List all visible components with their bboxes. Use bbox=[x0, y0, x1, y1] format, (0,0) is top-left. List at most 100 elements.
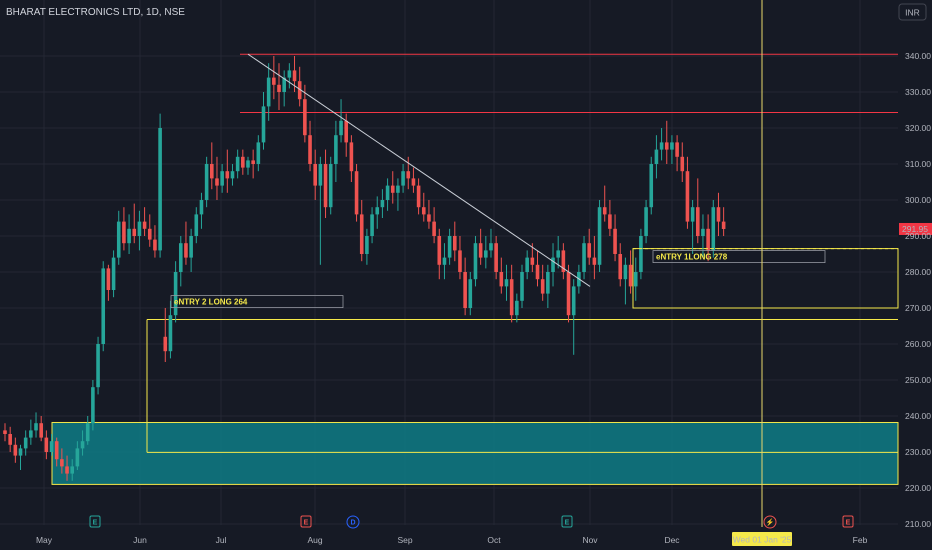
candle bbox=[158, 113, 162, 258]
candle bbox=[380, 189, 385, 218]
candle bbox=[122, 207, 126, 251]
candle bbox=[225, 149, 230, 193]
candle-body bbox=[308, 135, 312, 164]
candle-body bbox=[132, 228, 137, 236]
earnings-marker-icon[interactable]: E bbox=[89, 515, 101, 528]
candle-body bbox=[65, 466, 69, 474]
candle bbox=[375, 196, 380, 229]
candles-layer bbox=[3, 56, 726, 481]
candle bbox=[75, 441, 80, 470]
candle-body bbox=[210, 164, 214, 179]
candle bbox=[649, 156, 654, 215]
earnings-marker-icon[interactable]: E bbox=[300, 515, 312, 528]
candle bbox=[551, 243, 555, 287]
candle bbox=[499, 257, 504, 294]
candle-body bbox=[535, 264, 540, 280]
candle bbox=[416, 178, 421, 215]
candle bbox=[272, 56, 276, 100]
candle-body bbox=[561, 250, 566, 272]
candle bbox=[701, 214, 705, 258]
candle-body bbox=[147, 228, 152, 240]
marker-letter: D bbox=[350, 520, 355, 527]
candle bbox=[582, 236, 586, 280]
candle-body bbox=[96, 344, 100, 388]
candle-body bbox=[282, 77, 286, 92]
candle-body bbox=[91, 387, 95, 424]
candle bbox=[628, 250, 633, 294]
candle bbox=[251, 149, 255, 179]
candle bbox=[168, 300, 173, 359]
earnings-marker-icon[interactable]: E bbox=[842, 515, 854, 528]
y-tick-label: 240.00 bbox=[905, 411, 931, 421]
candle-body bbox=[235, 156, 240, 172]
marker-letter: E bbox=[304, 520, 309, 527]
trendline bbox=[247, 53, 591, 287]
candle-body bbox=[525, 257, 529, 272]
x-tick-label: Aug bbox=[307, 535, 322, 545]
candle-body bbox=[484, 250, 488, 258]
split-marker-icon[interactable]: ⚡ bbox=[763, 515, 777, 529]
candle bbox=[323, 149, 328, 218]
x-tick-label: Feb bbox=[853, 535, 868, 545]
candle bbox=[654, 135, 659, 179]
candle-body bbox=[241, 156, 245, 168]
candle bbox=[566, 264, 571, 323]
candle bbox=[401, 164, 405, 193]
candle bbox=[163, 308, 168, 362]
candle-body bbox=[721, 221, 726, 229]
candle-body bbox=[504, 279, 509, 287]
candle bbox=[365, 228, 369, 265]
candle-body bbox=[401, 171, 405, 186]
candle-body bbox=[380, 200, 385, 208]
earnings-marker-icon[interactable]: E bbox=[561, 515, 573, 528]
candle-body bbox=[256, 142, 261, 164]
candle bbox=[328, 156, 333, 215]
candle bbox=[308, 120, 312, 172]
candle-body bbox=[354, 171, 359, 215]
candle-body bbox=[204, 164, 209, 200]
candle bbox=[23, 430, 28, 456]
currency-button[interactable]: INR bbox=[898, 3, 927, 21]
candle bbox=[675, 135, 679, 172]
candle-body bbox=[458, 250, 462, 272]
y-tick-label: 330.00 bbox=[905, 87, 931, 97]
candle-body bbox=[23, 437, 28, 449]
candle bbox=[184, 221, 188, 265]
candle bbox=[473, 236, 478, 287]
candle bbox=[137, 210, 142, 251]
currency-label: INR bbox=[905, 8, 920, 18]
marker-shape bbox=[89, 515, 101, 528]
candle bbox=[60, 448, 64, 474]
candle-body bbox=[3, 430, 7, 434]
candle-body bbox=[654, 149, 659, 164]
candle-body bbox=[39, 423, 43, 438]
candle-body bbox=[70, 466, 75, 474]
candle-body bbox=[597, 207, 602, 265]
candle bbox=[716, 192, 721, 236]
candle bbox=[235, 149, 240, 179]
candle bbox=[546, 264, 550, 308]
candle-body bbox=[266, 77, 271, 107]
candle bbox=[261, 92, 266, 150]
dividend-marker-icon[interactable]: D bbox=[346, 515, 360, 529]
candle-body bbox=[390, 185, 395, 193]
candle-body bbox=[54, 441, 59, 460]
candle-body bbox=[75, 448, 80, 467]
candle-body bbox=[215, 178, 219, 186]
candle bbox=[132, 203, 137, 244]
candle-body bbox=[618, 254, 623, 280]
candle-body bbox=[706, 228, 710, 251]
y-tick-label: 290.00 bbox=[905, 231, 931, 241]
candle bbox=[623, 257, 628, 305]
candle bbox=[489, 228, 493, 258]
x-tick-label: Sep bbox=[397, 535, 412, 545]
candle-body bbox=[13, 444, 18, 456]
candle-body bbox=[670, 142, 674, 150]
candle-body bbox=[623, 264, 628, 280]
candle-body bbox=[602, 207, 607, 215]
candle bbox=[230, 164, 235, 186]
candle bbox=[277, 63, 281, 110]
candle bbox=[189, 228, 193, 272]
